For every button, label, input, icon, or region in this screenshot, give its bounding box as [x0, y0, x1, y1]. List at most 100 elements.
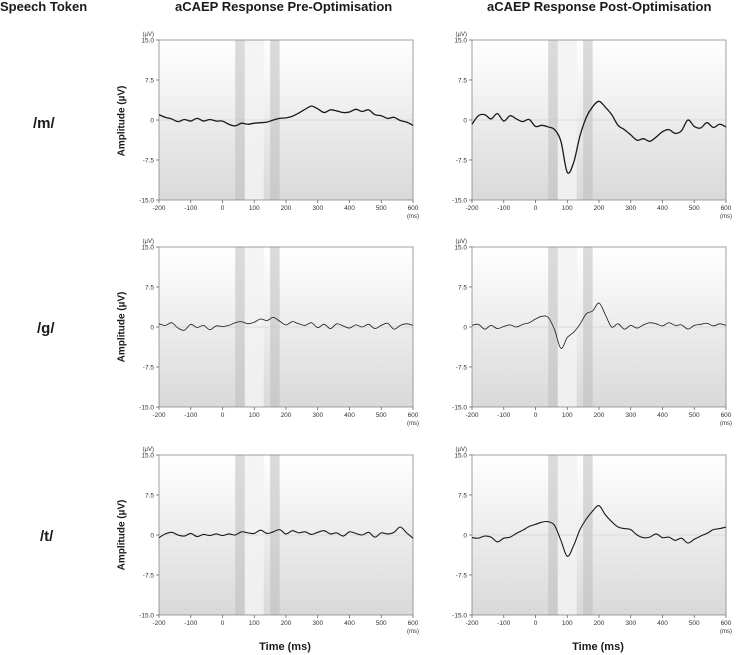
x-axis-label-post: Time (ms)	[572, 641, 624, 653]
waveform-line	[471, 505, 727, 557]
x-tick-label: -200	[465, 412, 478, 419]
y-tick-label: -15.0	[139, 198, 154, 205]
plot-m-post: 15.0 7.5 0 -7.5 -15.0 (µV) -200 -100 0 100 200 300 4…	[452, 32, 732, 220]
x-tick-label: 400	[657, 205, 668, 212]
x-tick-label: 400	[344, 412, 355, 419]
waveform-line	[471, 100, 727, 174]
y-tick-label: 15.0	[454, 453, 467, 460]
plot-t-pre: 15.0 7.5 0 -7.5 -15.0 (µV) -200 -100 0 100 200 300 4…	[139, 447, 419, 635]
y-tick-label: 15.0	[454, 38, 467, 45]
x-tick-label: 0	[221, 620, 225, 627]
x-tick-label: 0	[534, 412, 538, 419]
y-tick-label: -7.5	[143, 158, 155, 165]
row-label-t: /t/	[40, 528, 54, 545]
y-tick-label: 15.0	[454, 245, 467, 252]
y-tick-label: -7.5	[456, 365, 468, 372]
y-tick-label: 0	[150, 118, 154, 125]
y-tick-label: 0	[463, 118, 467, 125]
waveform-line	[471, 302, 727, 349]
waveform-line	[158, 526, 414, 539]
y-tick-label: -7.5	[456, 158, 468, 165]
x-tick-label: 500	[689, 412, 700, 419]
plot-t-post: 15.0 7.5 0 -7.5 -15.0 (µV) -200 -100 0 100 200 300 4…	[452, 447, 732, 635]
x-tick-label: 100	[562, 205, 573, 212]
x-tick-label: 200	[594, 412, 605, 419]
x-tick-label: 300	[312, 205, 323, 212]
x-tick-label: -100	[497, 205, 510, 212]
x-tick-label: 0	[534, 205, 538, 212]
x-tick-label: -100	[497, 620, 510, 627]
x-tick-label: 300	[312, 412, 323, 419]
x-unit-label: (ms)	[720, 421, 732, 427]
y-tick-label: -7.5	[143, 573, 155, 580]
waveform-line	[158, 105, 414, 127]
x-tick-label: 100	[249, 205, 260, 212]
y-unit-label: (µV)	[456, 239, 467, 245]
x-tick-label: -200	[465, 205, 478, 212]
waveform-line	[158, 317, 414, 331]
plot-g-post: 15.0 7.5 0 -7.5 -15.0 (µV) -200 -100 0 100 200 300 4…	[452, 239, 732, 427]
y-tick-label: 7.5	[458, 285, 467, 292]
y-tick-label: 7.5	[458, 78, 467, 85]
x-tick-label: 400	[344, 205, 355, 212]
x-tick-label: 100	[562, 412, 573, 419]
pre-optimisation-header: aCAEP Response Pre-Optimisation	[175, 0, 393, 14]
x-tick-label: 500	[689, 620, 700, 627]
y-tick-label: 7.5	[145, 78, 154, 85]
x-tick-label: 0	[534, 620, 538, 627]
x-unit-label: (ms)	[720, 214, 732, 220]
x-tick-label: -100	[497, 412, 510, 419]
x-tick-label: 100	[249, 620, 260, 627]
x-axis-label-pre: Time (ms)	[259, 641, 311, 653]
y-tick-label: 15.0	[141, 38, 154, 45]
x-tick-label: 200	[594, 620, 605, 627]
y-tick-label: 0	[463, 325, 467, 332]
x-tick-label: 400	[344, 620, 355, 627]
x-tick-label: 200	[594, 205, 605, 212]
x-tick-label: 500	[376, 412, 387, 419]
x-unit-label: (ms)	[407, 214, 419, 220]
y-tick-label: 7.5	[145, 285, 154, 292]
x-tick-label: 200	[281, 412, 292, 419]
y-unit-label: (µV)	[456, 32, 467, 38]
x-tick-label: 500	[376, 205, 387, 212]
plot-m-pre: 15.0 7.5 0 -7.5 -15.0 (µV) -200 -100 0 100 200 300 4…	[139, 32, 419, 220]
x-tick-label: 500	[376, 620, 387, 627]
x-unit-label: (ms)	[407, 421, 419, 427]
post-optimisation-header: aCAEP Response Post-Optimisation	[487, 0, 712, 14]
x-tick-label: 600	[721, 412, 732, 419]
x-tick-label: 400	[657, 620, 668, 627]
x-unit-label: (ms)	[720, 629, 732, 635]
plot-g-pre: 15.0 7.5 0 -7.5 -15.0 (µV) -200 -100 0 100 200 300 4…	[139, 239, 419, 427]
y-tick-label: 0	[150, 325, 154, 332]
y-unit-label: (µV)	[143, 32, 154, 38]
x-tick-label: -200	[152, 205, 165, 212]
y-tick-label: 0	[463, 533, 467, 540]
x-tick-label: 300	[625, 205, 636, 212]
speech-token-header: Speech Token	[0, 0, 88, 14]
y-tick-label: -15.0	[139, 405, 154, 412]
x-unit-label: (ms)	[407, 629, 419, 635]
x-tick-label: 200	[281, 620, 292, 627]
x-tick-label: 500	[689, 205, 700, 212]
y-tick-label: -15.0	[139, 613, 154, 620]
y-tick-label: 7.5	[145, 493, 154, 500]
y-tick-label: -15.0	[452, 198, 467, 205]
y-tick-label: 7.5	[458, 493, 467, 500]
x-tick-label: -100	[184, 620, 197, 627]
x-tick-label: 0	[221, 412, 225, 419]
x-tick-label: 300	[625, 412, 636, 419]
y-unit-label: (µV)	[456, 447, 467, 453]
x-tick-label: 600	[721, 205, 732, 212]
y-tick-label: -15.0	[452, 405, 467, 412]
x-tick-label: -200	[152, 412, 165, 419]
y-tick-label: 15.0	[141, 245, 154, 252]
x-tick-label: 400	[657, 412, 668, 419]
row-label-m: /m/	[33, 115, 55, 132]
x-tick-label: 300	[312, 620, 323, 627]
x-tick-label: -200	[465, 620, 478, 627]
x-tick-label: 600	[408, 620, 419, 627]
row-label-g: /g/	[37, 320, 55, 337]
x-tick-label: 200	[281, 205, 292, 212]
